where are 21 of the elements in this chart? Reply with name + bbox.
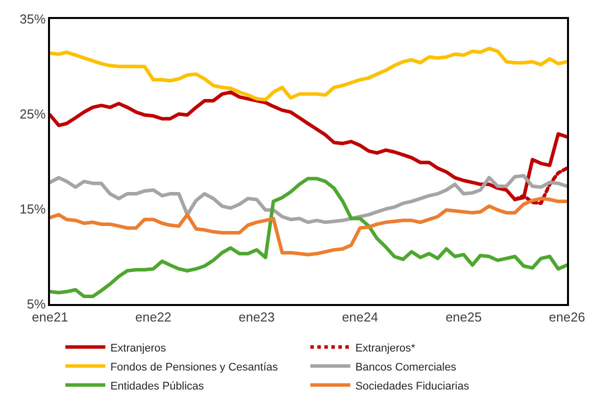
x-tick-label: ene24 <box>342 309 378 324</box>
line-series <box>50 46 567 102</box>
legend-label: Bancos Comerciales <box>355 361 457 374</box>
x-tick-label: ene22 <box>135 309 172 324</box>
legend-label: Extranjeros* <box>355 342 416 354</box>
x-tick-label: ene25 <box>446 309 482 324</box>
legend-label: Sociedades Fiduciarias <box>355 380 470 392</box>
legend-label: Entidades Públicas <box>110 380 204 392</box>
y-tick-label: 35% <box>20 12 46 27</box>
x-tick-label: ene23 <box>238 309 275 324</box>
line-series <box>50 174 567 224</box>
y-tick-label: 5% <box>26 296 46 312</box>
line-series <box>50 176 567 298</box>
line-series <box>50 90 567 202</box>
y-tick-label: 15% <box>20 202 46 217</box>
x-tick-label: ene26 <box>548 309 586 324</box>
legend-label: Extranjeros <box>110 342 166 354</box>
y-tick-label: 25% <box>20 106 46 122</box>
x-tick-label: ene21 <box>32 309 68 324</box>
legend-label: Fondos de Pensiones y Cesantías <box>110 361 278 374</box>
line-series <box>50 196 567 256</box>
